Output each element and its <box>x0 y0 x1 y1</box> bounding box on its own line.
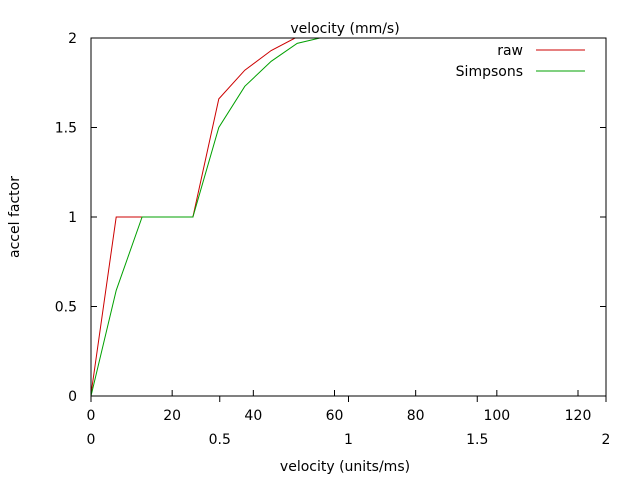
x-tick-label-mm: 1 <box>344 432 353 448</box>
x-tick-label-mm: 0 <box>87 432 96 448</box>
x-tick-label-units: 0 <box>87 408 96 424</box>
series-line-simpsons <box>90 37 606 397</box>
series-line-raw <box>90 37 606 395</box>
y-tick-label: 0.5 <box>55 300 77 316</box>
x-tick-label-mm: 2 <box>602 432 611 448</box>
x-tick-label-units: 120 <box>565 408 592 424</box>
y-tick-label: 1 <box>68 210 77 226</box>
chart-title: velocity (mm/s) <box>290 21 399 37</box>
x-tick-label-units: 60 <box>326 408 344 424</box>
series-layer <box>90 37 606 397</box>
y-tick-label: 1.5 <box>55 121 77 137</box>
y-axis-label: accel factor <box>7 176 23 258</box>
x-tick-label-units: 100 <box>483 408 510 424</box>
x-tick-label-units: 40 <box>244 408 262 424</box>
x-axis-units-per-ms: 0 20 40 60 80 100 120 <box>87 390 592 424</box>
legend-label: raw <box>497 43 523 59</box>
x-axis-mm-per-s: 0 0.5 1 1.5 2 <box>87 396 611 448</box>
x-tick-label-mm: 0.5 <box>209 432 231 448</box>
y-axis: 0 0.5 1 1.5 2 <box>55 31 606 405</box>
x-tick-label-units: 20 <box>163 408 181 424</box>
x-tick-label-mm: 1.5 <box>466 432 488 448</box>
legend: raw Simpsons <box>456 43 585 80</box>
legend-label: Simpsons <box>456 64 523 80</box>
y-tick-label: 2 <box>68 31 77 47</box>
y-tick-label: 0 <box>68 389 77 405</box>
x-axis-label: velocity (units/ms) <box>280 459 410 475</box>
x-tick-label-units: 80 <box>407 408 425 424</box>
